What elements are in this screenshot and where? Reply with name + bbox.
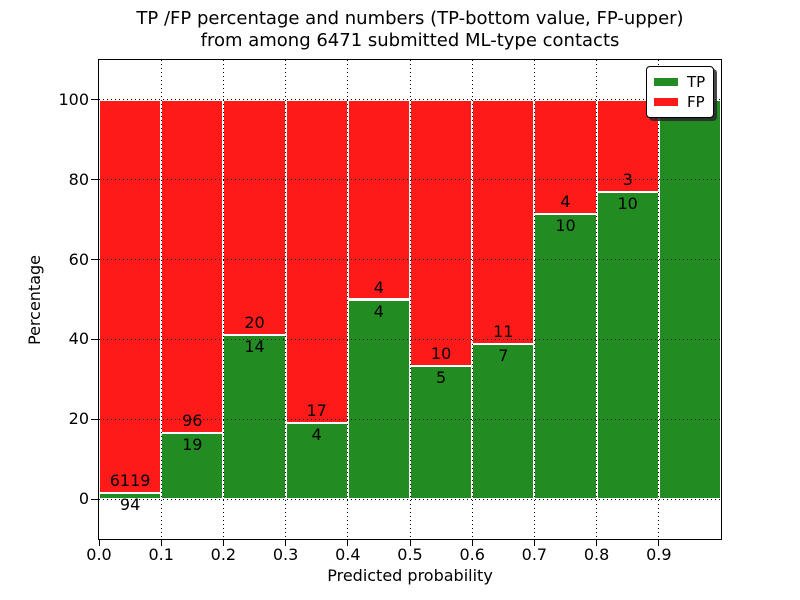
legend-label-fp: FP: [687, 93, 705, 112]
bar-label-tp: 4: [311, 425, 322, 445]
bar-label-tp: 7: [498, 345, 509, 365]
x-tick-label: 0.8: [583, 545, 610, 564]
x-tick-label: 0.1: [148, 545, 174, 564]
x-tick-mark: [658, 539, 660, 546]
bar-segment-fp: [410, 99, 473, 367]
x-tick-label: 0.3: [272, 545, 299, 564]
y-tick-mark: [91, 418, 99, 420]
x-gridline: [533, 60, 535, 539]
x-gridline: [409, 60, 411, 539]
legend-label-tp: TP: [687, 72, 706, 91]
bar-segment-tp: [347, 299, 410, 500]
y-tick-mark: [91, 259, 99, 261]
x-tick-mark: [98, 539, 100, 546]
bar-label-tp: 10: [555, 215, 576, 235]
y-tick-label: 40: [68, 329, 89, 349]
x-tick-mark: [347, 539, 349, 546]
x-axis-label: Predicted probability: [327, 566, 493, 585]
bar-segment-tp: [658, 99, 721, 500]
bar-label-fp: 4: [373, 277, 384, 297]
bar-label-fp: 3: [622, 170, 633, 190]
legend: TP FP: [646, 66, 714, 118]
bar-segment-tp: [534, 213, 597, 500]
y-tick-label: 20: [68, 409, 89, 429]
bar-label-fp: 17: [306, 401, 327, 421]
legend-swatch-fp: [654, 98, 678, 107]
chart-title-line1: TP /FP percentage and numbers (TP-bottom…: [136, 8, 684, 29]
x-tick-label: 0.0: [86, 545, 112, 564]
bar-segment-tp: [410, 366, 473, 500]
bar-label-tp: 94: [119, 495, 141, 515]
x-gridline: [596, 60, 598, 539]
bar-segment-fp: [223, 99, 286, 335]
bar-label-fp: 96: [182, 411, 203, 431]
x-tick-mark: [596, 539, 598, 546]
bar-label-fp: 4: [560, 191, 571, 211]
bar-segment-fp: [534, 99, 597, 214]
bar-segment-tp: [223, 334, 286, 500]
bar-label-tp: 10: [617, 194, 638, 214]
chart-title: TP /FP percentage and numbers (TP-bottom…: [99, 8, 721, 52]
x-tick-mark: [222, 539, 224, 546]
bar-segment-fp: [285, 99, 348, 424]
x-tick-mark: [533, 539, 535, 546]
x-gridline: [285, 60, 287, 539]
y-tick-label: 80: [68, 169, 89, 189]
bar-label-tp: 5: [436, 368, 447, 388]
bar-label-fp: 20: [244, 312, 265, 332]
x-tick-label: 0.9: [646, 545, 672, 564]
bar-label-tp: 4: [373, 301, 384, 321]
legend-swatch-tp: [654, 77, 678, 86]
y-tick-label: 100: [58, 89, 89, 109]
y-axis-label: Percentage: [25, 255, 44, 346]
bar-label-tp: 19: [182, 435, 203, 455]
x-gridline: [222, 60, 224, 539]
bar-segment-fp: [347, 99, 410, 300]
x-tick-mark: [471, 539, 473, 546]
x-tick-label: 0.4: [335, 545, 361, 564]
x-gridline: [160, 60, 162, 539]
y-tick-mark: [91, 498, 99, 500]
x-tick-label: 0.7: [521, 545, 548, 564]
bar-segment-tp: [285, 423, 348, 500]
x-gridline: [471, 60, 473, 539]
x-gridline: [658, 60, 660, 539]
x-gridline: [347, 60, 349, 539]
bar-segment-fp: [472, 99, 535, 344]
bar-segment-fp: [161, 99, 224, 434]
x-tick-mark: [285, 539, 287, 546]
bar-label-tp: 14: [244, 336, 265, 356]
bar-segment-tp: [472, 343, 535, 500]
y-tick-label: 60: [68, 249, 89, 269]
bar-label-fp: 10: [430, 344, 452, 364]
chart-title-line2: from among 6471 submitted ML-type contac…: [200, 30, 620, 51]
legend-entry-tp: TP: [647, 74, 713, 90]
bar-segment-tp: [596, 192, 659, 500]
y-tick-mark: [91, 179, 99, 181]
x-tick-label: 0.5: [397, 545, 423, 564]
bar-segment-tp: [161, 433, 224, 500]
bar-label-fp: 11: [493, 321, 514, 341]
x-tick-mark: [409, 539, 411, 546]
y-tick-label: 0: [78, 489, 89, 509]
bar-segment-tp: [99, 493, 162, 500]
x-tick-label: 0.6: [459, 545, 485, 564]
plot-area: 6119949619201417444105117410310200204060…: [58, 59, 722, 564]
bar-label-fp: 6119: [109, 471, 151, 491]
bar-segment-fp: [99, 99, 162, 494]
y-tick-mark: [91, 99, 99, 101]
x-tick-mark: [160, 539, 162, 546]
y-tick-mark: [91, 338, 99, 340]
legend-entry-fp: FP: [647, 94, 713, 110]
x-tick-label: 0.2: [210, 545, 237, 564]
